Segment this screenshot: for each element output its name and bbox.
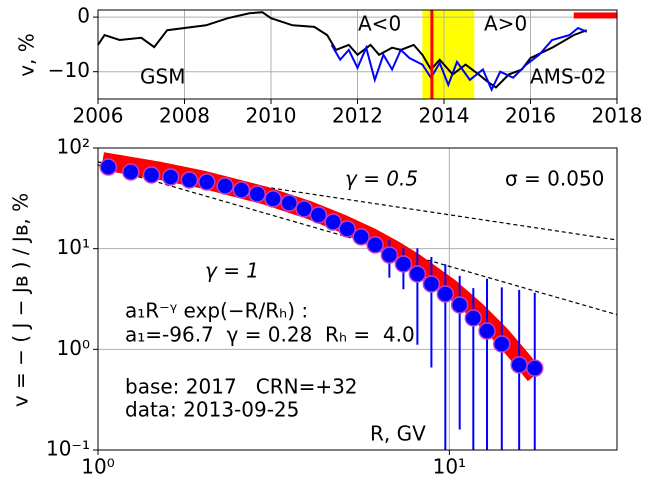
annotation: base: 2017 CRN=+32 [125,375,358,399]
reference-label: γ = 1 [205,259,259,283]
annotation: A>0 [484,12,527,36]
top-y-label: v, % [15,33,39,77]
data-point [380,246,399,264]
annotation: σ = 0.050 [505,167,604,191]
data-point [493,335,511,353]
data-point [198,173,216,191]
data-point [478,322,496,340]
series-line [330,26,588,93]
data-point [338,220,356,238]
axes-frame [97,147,618,451]
data-point [161,168,180,186]
legend-label: AMS-02 [530,65,606,89]
data-point [99,158,118,176]
data-point [450,296,469,314]
x-tick-label: 2006 [73,104,124,128]
data-point [122,163,140,181]
data-point [142,166,161,184]
annotation: A<0 [358,12,401,36]
data-point [264,190,282,208]
y-tick-label: 10¹ [57,235,90,259]
y-tick-label: 10² [57,135,90,159]
data-point [180,171,199,189]
bottom-y-label: v = − ( J − Jʙ ) / Jʙ, % [9,193,33,407]
data-point [408,265,427,283]
y-tick-label: 0 [77,4,90,28]
annotation: a₁R⁻ᵞ exp(−R/Rₕ) : [125,299,308,323]
data-point [216,177,234,195]
data-point [280,194,298,212]
x-tick-label: 2008 [159,104,210,128]
red-bar [573,12,617,19]
x-tick-label: 2012 [332,104,383,128]
y-tick-label: −10 [48,58,90,82]
data-point [526,359,544,377]
annotation: data: 2013-09-25 [125,398,299,422]
data-point [324,213,342,231]
x-tick-label: 10¹ [433,455,466,479]
data-point [422,275,441,293]
x-tick-label: 2018 [592,104,643,128]
axes-frame [97,9,618,100]
series-line [97,11,588,89]
data-point [464,309,483,327]
x-tick-label: 10⁰ [81,455,114,479]
x-label: R, GV [370,422,426,446]
reference-line [97,164,618,316]
legend-label: GSM [140,65,185,89]
x-tick-label: 2014 [419,104,470,128]
data-point [309,206,328,224]
data-point [394,255,413,273]
data-point [232,181,251,199]
data-point [248,185,267,203]
annotation: a₁=-96.7 γ = 0.28 Rₕ = 4.0 [125,323,415,347]
data-point [366,236,384,254]
x-tick-label: 2010 [246,104,297,128]
reference-label: γ = 0.5 [345,167,418,191]
x-tick-label: 2016 [505,104,556,128]
y-tick-label: 10⁻¹ [46,437,90,461]
y-tick-label: 10⁰ [57,336,90,360]
data-point [352,228,370,246]
data-point [510,356,528,374]
data-point [436,285,455,303]
